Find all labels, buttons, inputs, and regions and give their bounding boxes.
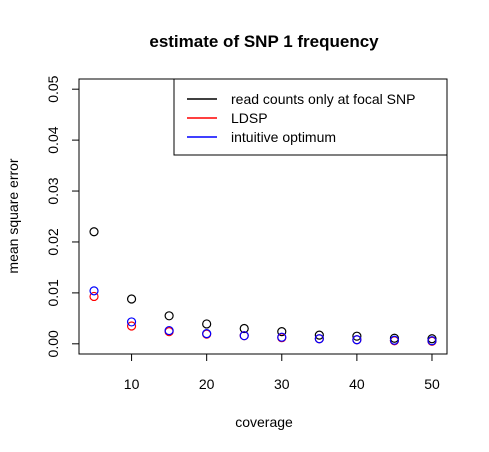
x-tick-label: 50 (424, 376, 440, 392)
y-tick-label: 0.02 (45, 228, 61, 255)
data-point (202, 329, 212, 339)
legend-label: LDSP (231, 110, 268, 126)
data-point (239, 331, 249, 341)
y-axis: 0.00 0.01 0.02 0.03 0.04 0.05 (45, 75, 79, 357)
x-tick-label: 30 (274, 376, 290, 392)
y-tick-label: 0.00 (45, 330, 61, 357)
data-point (126, 321, 137, 331)
data-point (352, 335, 362, 345)
data-point (389, 335, 400, 345)
data-point (89, 227, 99, 237)
y-tick-label: 0.03 (45, 177, 61, 204)
y-tick-label: 0.04 (45, 126, 61, 153)
data-points (89, 227, 437, 346)
series-0 (89, 227, 437, 344)
y-tick-label: 0.01 (45, 279, 61, 306)
x-tick-label: 40 (349, 376, 365, 392)
data-point (314, 330, 324, 340)
legend: read counts only at focal SNP LDSP intuiti… (173, 78, 448, 156)
x-tick-label: 10 (124, 376, 140, 392)
data-point (277, 326, 287, 337)
legend-label: read counts only at focal SNP (231, 91, 415, 107)
data-point (239, 323, 249, 334)
x-axis-label: coverage (235, 414, 293, 430)
data-point (164, 325, 174, 336)
data-point (164, 311, 174, 321)
chart-title: estimate of SNP 1 frequency (149, 32, 379, 51)
data-point (427, 336, 437, 346)
data-point (126, 294, 137, 304)
legend-label: intuitive optimum (231, 129, 336, 145)
data-point (89, 291, 99, 302)
series-2 (89, 286, 437, 346)
data-point (277, 332, 287, 342)
data-point (352, 331, 362, 341)
data-point (126, 317, 137, 327)
x-tick-label: 20 (199, 376, 215, 392)
data-point (314, 334, 324, 344)
x-axis: 10 20 30 40 50 (124, 354, 440, 392)
data-point (89, 286, 99, 296)
y-tick-label: 0.05 (45, 75, 61, 102)
legend-box (173, 78, 448, 156)
data-point (202, 319, 212, 329)
y-axis-label: mean square error (5, 158, 21, 274)
